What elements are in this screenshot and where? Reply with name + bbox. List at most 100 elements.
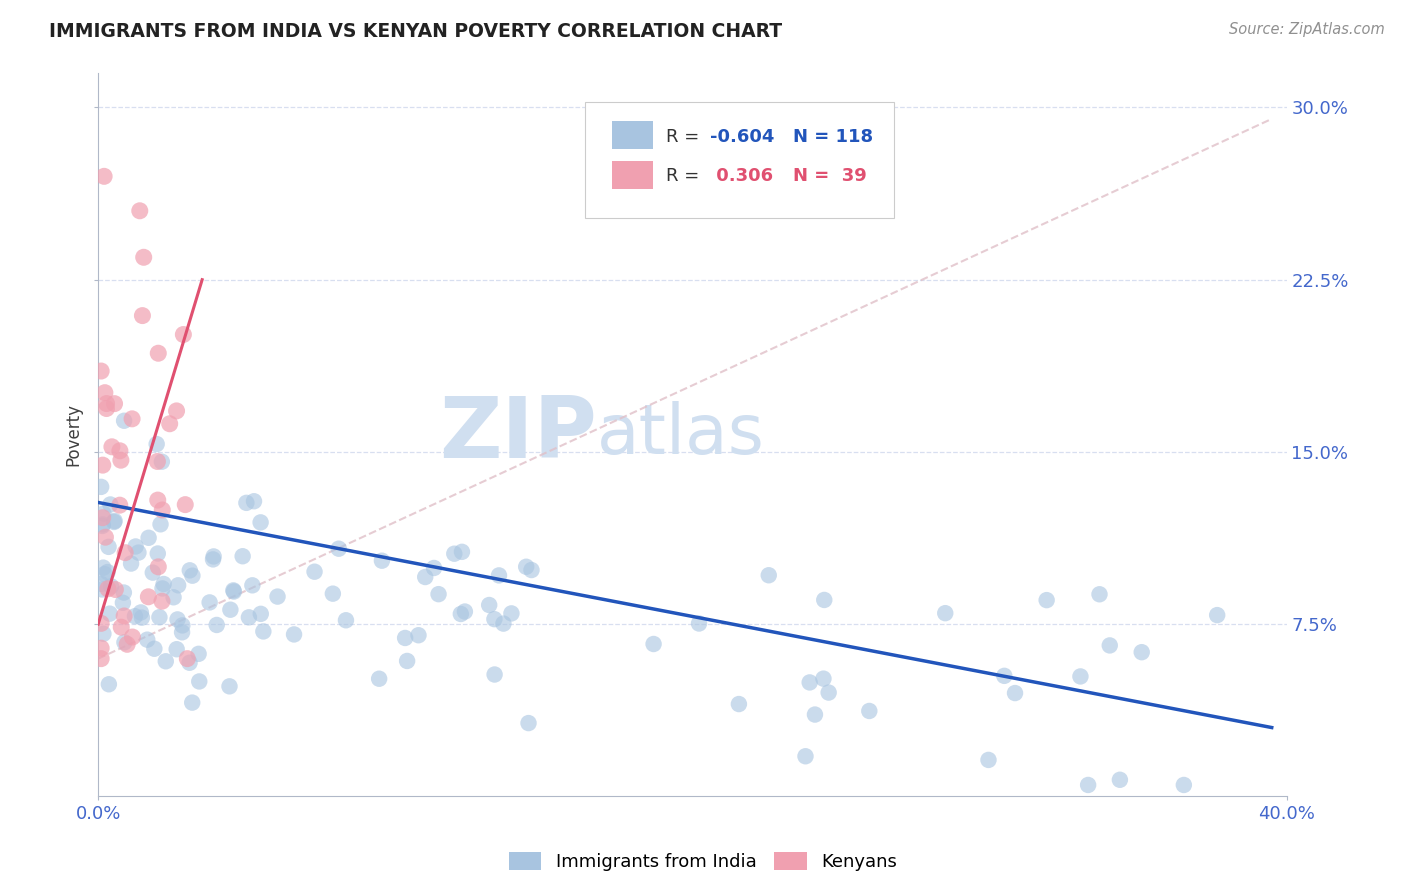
Text: N = 118: N = 118 bbox=[793, 128, 873, 145]
Point bbox=[112, 414, 135, 428]
Point bbox=[98, 607, 121, 621]
Point bbox=[176, 651, 198, 665]
Point bbox=[96, 565, 118, 579]
Point bbox=[112, 609, 135, 624]
Point bbox=[120, 557, 142, 571]
Point bbox=[520, 563, 543, 577]
Text: N =  39: N = 39 bbox=[793, 168, 868, 186]
Point bbox=[108, 443, 131, 458]
Point bbox=[132, 250, 155, 264]
Point bbox=[993, 669, 1015, 683]
Point bbox=[817, 685, 839, 699]
Point bbox=[492, 616, 515, 631]
Point bbox=[450, 607, 472, 621]
Point bbox=[484, 667, 506, 681]
Point bbox=[515, 559, 537, 574]
Point bbox=[104, 514, 127, 528]
Point bbox=[150, 455, 173, 469]
Point bbox=[143, 641, 166, 656]
Text: -0.604: -0.604 bbox=[710, 128, 775, 145]
Point bbox=[115, 637, 138, 651]
Text: atlas: atlas bbox=[598, 401, 765, 468]
Point bbox=[108, 498, 131, 512]
Point bbox=[198, 595, 221, 609]
Point bbox=[128, 203, 150, 218]
Point bbox=[179, 656, 201, 670]
Point bbox=[94, 530, 117, 544]
Point bbox=[813, 593, 835, 607]
FancyBboxPatch shape bbox=[612, 161, 654, 189]
Point bbox=[91, 458, 114, 472]
Point bbox=[91, 582, 114, 597]
Point bbox=[103, 397, 125, 411]
Point bbox=[100, 579, 122, 593]
Point bbox=[205, 618, 228, 632]
Y-axis label: Poverty: Poverty bbox=[65, 403, 82, 467]
Point bbox=[368, 672, 391, 686]
Point bbox=[517, 716, 540, 731]
FancyBboxPatch shape bbox=[612, 121, 654, 149]
Point bbox=[138, 531, 160, 545]
Point bbox=[794, 749, 817, 764]
Point bbox=[179, 563, 201, 577]
Point bbox=[91, 510, 114, 524]
Point bbox=[758, 568, 780, 582]
Point bbox=[155, 654, 177, 668]
Point bbox=[101, 440, 124, 454]
Point bbox=[858, 704, 880, 718]
Point bbox=[148, 559, 170, 574]
Point bbox=[129, 606, 152, 620]
Point bbox=[188, 674, 211, 689]
Point bbox=[232, 549, 254, 564]
Point bbox=[813, 672, 835, 686]
Point bbox=[124, 540, 146, 554]
Point bbox=[371, 554, 394, 568]
Point bbox=[91, 519, 114, 533]
Point bbox=[413, 570, 436, 584]
Point bbox=[328, 541, 350, 556]
Point bbox=[93, 507, 115, 521]
Point bbox=[148, 346, 170, 360]
Point bbox=[235, 496, 257, 510]
Text: IMMIGRANTS FROM INDIA VS KENYAN POVERTY CORRELATION CHART: IMMIGRANTS FROM INDIA VS KENYAN POVERTY … bbox=[49, 22, 782, 41]
Point bbox=[114, 635, 136, 649]
Point bbox=[266, 590, 288, 604]
Point bbox=[110, 620, 132, 634]
Point bbox=[159, 417, 181, 431]
Point bbox=[96, 396, 118, 410]
Point bbox=[394, 631, 416, 645]
Point bbox=[249, 516, 271, 530]
Point bbox=[121, 630, 143, 644]
Point bbox=[114, 546, 136, 560]
Point bbox=[1130, 645, 1153, 659]
Point bbox=[977, 753, 1000, 767]
Point bbox=[127, 546, 149, 560]
Point bbox=[1035, 593, 1057, 607]
Point bbox=[96, 401, 118, 416]
Point bbox=[396, 654, 419, 668]
Legend: Immigrants from India, Kenyans: Immigrants from India, Kenyans bbox=[502, 845, 904, 879]
Point bbox=[322, 587, 344, 601]
Point bbox=[238, 610, 260, 624]
Point bbox=[1004, 686, 1026, 700]
Point bbox=[150, 503, 173, 517]
Point bbox=[252, 624, 274, 639]
Point bbox=[93, 169, 115, 184]
Point bbox=[90, 616, 112, 631]
Point bbox=[240, 578, 263, 592]
Point bbox=[283, 627, 305, 641]
Point bbox=[170, 625, 193, 640]
Point bbox=[934, 606, 956, 620]
Point bbox=[91, 517, 114, 532]
Point bbox=[501, 607, 523, 621]
Point bbox=[799, 675, 821, 690]
Point bbox=[249, 607, 271, 621]
Point bbox=[218, 679, 240, 693]
Point bbox=[150, 594, 173, 608]
Point bbox=[643, 637, 665, 651]
Point bbox=[478, 598, 501, 612]
Point bbox=[443, 547, 465, 561]
Point bbox=[124, 609, 146, 624]
Text: Source: ZipAtlas.com: Source: ZipAtlas.com bbox=[1229, 22, 1385, 37]
Point bbox=[181, 696, 204, 710]
